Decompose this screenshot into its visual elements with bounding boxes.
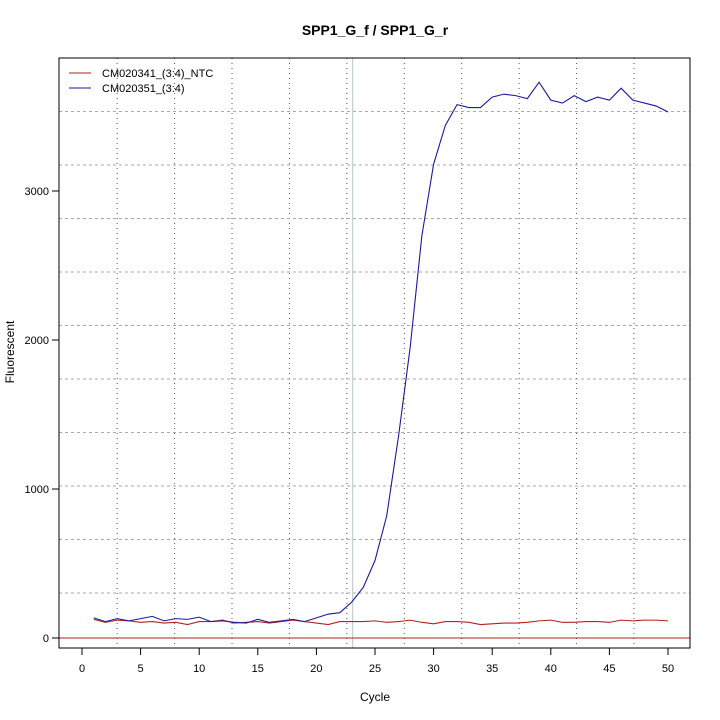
x-tick-label: 25 bbox=[369, 663, 381, 675]
x-tick-label: 10 bbox=[193, 663, 205, 675]
chart-title: SPP1_G_f / SPP1_G_r bbox=[302, 22, 449, 38]
legend-label-1: CM020351_(3:4) bbox=[102, 83, 185, 95]
y-tick-label: 3000 bbox=[25, 186, 49, 198]
x-tick-label: 40 bbox=[545, 663, 557, 675]
y-tick-label: 1000 bbox=[25, 484, 49, 496]
y-axis-label: Fluorescent bbox=[3, 320, 17, 383]
x-tick-label: 20 bbox=[310, 663, 322, 675]
x-tick-label: 35 bbox=[486, 663, 498, 675]
x-axis-label: Cycle bbox=[360, 690, 390, 704]
legend-label-0: CM020341_(3:4)_NTC bbox=[102, 68, 213, 80]
legend: CM020341_(3:4)_NTC CM020351_(3:4) bbox=[69, 68, 213, 95]
series-lines bbox=[59, 81, 690, 639]
x-tick-label: 15 bbox=[252, 663, 264, 675]
x-tick-label: 5 bbox=[138, 663, 144, 675]
x-tick-label: 30 bbox=[427, 663, 439, 675]
x-tick-label: 0 bbox=[79, 663, 85, 675]
axes: 0 5 10 15 20 25 30 35 40 45 50 0 1000 2000 3000 bbox=[25, 186, 675, 675]
series-line-1 bbox=[93, 81, 669, 624]
grid bbox=[59, 58, 690, 648]
series-line-0 bbox=[93, 618, 669, 626]
x-tick-label: 50 bbox=[662, 663, 674, 675]
x-tick-label: 45 bbox=[603, 663, 615, 675]
plot-frame bbox=[58, 57, 691, 649]
y-tick-label: 0 bbox=[43, 633, 49, 645]
y-tick-label: 2000 bbox=[25, 335, 49, 347]
